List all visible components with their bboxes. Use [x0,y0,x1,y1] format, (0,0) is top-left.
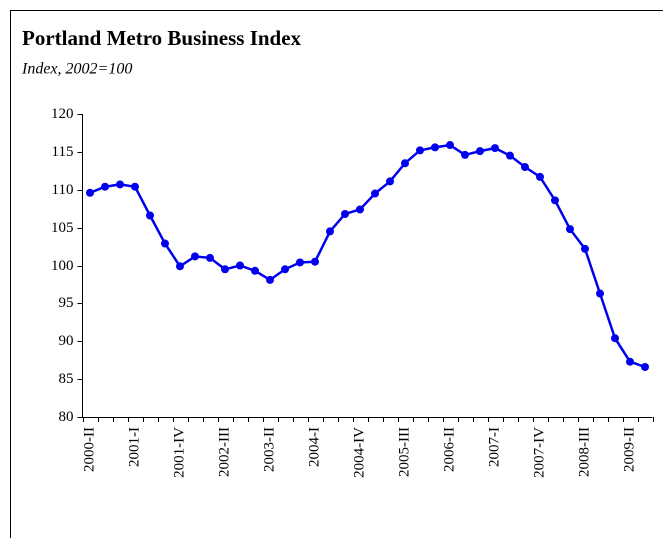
point [221,265,229,274]
point [356,205,364,214]
x-tick-label: 2003-II [261,427,277,472]
point [581,244,589,253]
x-tick-label: 2004-IV [351,427,367,478]
point [296,258,304,267]
chart-subtitle: Index, 2002=100 [21,61,132,78]
point [251,266,259,275]
y-tick-label: 100 [51,258,74,274]
point [161,239,169,248]
point [206,253,214,262]
x-tick-label: 2001-IV [171,427,187,478]
chart-title: Portland Metro Business Index [22,26,302,50]
point [491,144,499,153]
x-tick-label: 2006-II [441,427,457,472]
point [416,146,424,155]
y-tick-label: 80 [59,409,74,425]
point [311,257,319,266]
point [626,357,634,366]
point [446,141,454,150]
point [506,151,514,160]
point [596,289,604,298]
point [641,363,649,372]
line [89,143,646,369]
x-tick-label: 2007-IV [531,427,547,478]
point [386,177,394,186]
y-tick-label: 115 [52,144,74,160]
point [86,188,94,197]
point [536,172,544,181]
point [326,227,334,236]
y-tick-label: 85 [59,371,74,387]
point [611,334,619,343]
x-tick-label: 2007-I [486,427,502,467]
point [551,196,559,205]
point [176,262,184,271]
point [461,150,469,159]
point [101,182,109,191]
x-tick-label: 2004-I [306,427,322,467]
x-tick-label: 2000-II [81,427,97,472]
point [371,189,379,198]
point [236,261,244,270]
point [476,147,484,156]
y-tick-label: 120 [51,106,74,122]
y-tick-label: 110 [52,182,74,198]
point [281,265,289,274]
point [401,159,409,168]
x-tick-label: 2005-III [396,427,412,477]
x-tick-label: 2002-III [216,427,232,477]
point [521,163,529,172]
x-tick-label: 2001-I [126,427,142,467]
point [431,143,439,152]
point [146,211,154,220]
point [116,180,124,189]
point [191,252,199,261]
point [566,225,574,234]
y-tick-label: 95 [59,295,74,311]
x-tick-label: 2008-III [576,427,592,477]
point [266,275,274,284]
point [131,182,139,191]
x-tick-label: 2009-II [621,427,637,472]
y-tick-label: 105 [51,220,74,236]
y-tick-label: 90 [59,333,74,349]
point [341,209,349,218]
